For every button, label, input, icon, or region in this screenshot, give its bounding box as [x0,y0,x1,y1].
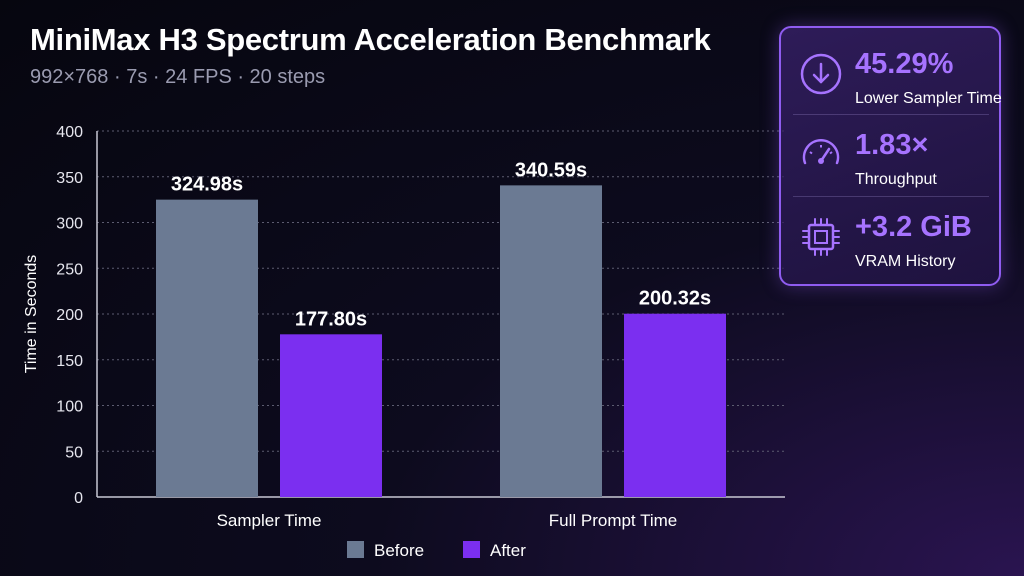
legend-swatch-after [463,541,480,558]
stat-sampler-time: 45.29% Lower Sampler Time [795,42,1002,112]
y-tick-label: 0 [74,490,83,507]
data-label: 200.32s [639,288,711,310]
stats-card: 45.29% Lower Sampler Time 1.83× Throughp… [779,26,1002,286]
y-tick-label: 400 [56,124,83,141]
stat-value: 1.83× [855,129,929,161]
bar-before [156,199,258,497]
stat-label: Lower Sampler Time [855,90,1002,107]
stat-label: Throughput [855,171,937,188]
y-tick-label: 150 [56,353,83,370]
page-subtitle: 992×768 · 7s · 24 FPS · 20 steps [30,66,326,88]
bar-after [624,313,726,497]
y-tick-label: 100 [56,399,83,416]
divider [793,196,989,197]
stat-label: VRAM History [855,253,956,270]
stat-value: 45.29% [855,48,954,80]
bar-before [500,185,602,497]
bar-after [280,334,382,497]
data-label: 177.80s [295,308,367,330]
y-tick-label: 50 [65,444,83,461]
stat-value: +3.2 GiB [855,211,972,243]
legend-label-before: Before [374,541,424,560]
divider [793,114,989,115]
stat-throughput: 1.83× Throughput [795,123,991,193]
y-tick-label: 350 [56,170,83,187]
chip-icon [802,218,840,256]
x-tick-label: Full Prompt Time [549,511,677,530]
arrow-down-circle-icon [800,53,842,95]
y-tick-label: 250 [56,261,83,278]
y-axis-label: Time in Seconds [23,255,40,374]
y-tick-label: 300 [56,216,83,233]
data-label: 324.98s [171,174,243,196]
legend-label-after: After [490,541,526,560]
data-label: 340.59s [515,159,587,181]
y-tick-label: 200 [56,307,83,324]
legend-swatch-before [347,541,364,558]
page-title: MiniMax H3 Spectrum Acceleration Benchma… [30,22,711,57]
speedometer-icon [802,139,840,165]
x-tick-label: Sampler Time [217,511,322,530]
stat-vram: +3.2 GiB VRAM History [795,205,991,275]
